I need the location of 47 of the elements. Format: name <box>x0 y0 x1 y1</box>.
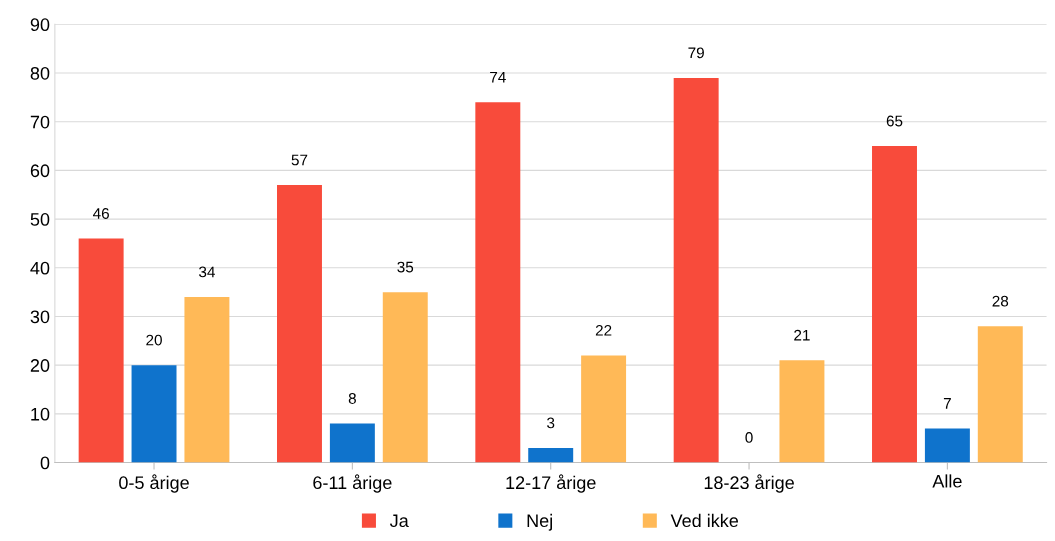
bar <box>673 77 719 463</box>
y-tick-label: 90 <box>30 18 50 32</box>
x-tick-label: 6-11 årige <box>313 474 392 493</box>
data-label: 28 <box>992 295 1009 307</box>
y-tick-label: 20 <box>30 359 50 372</box>
y-tick-label: 30 <box>30 310 50 324</box>
bar <box>528 447 574 463</box>
bar <box>78 238 124 463</box>
legend-label: Ved ikke <box>670 513 739 528</box>
bar <box>329 423 375 463</box>
bar <box>872 146 917 463</box>
x-tick-label: Alle <box>932 474 962 488</box>
data-label: 20 <box>146 334 162 346</box>
y-tick-label: 80 <box>30 66 50 80</box>
legend-label: Nej <box>527 513 552 531</box>
legend-label: Ja <box>389 514 409 528</box>
data-label: 8 <box>348 393 356 404</box>
data-label: 22 <box>595 324 612 336</box>
x-tick-label: 0-5 årige <box>119 474 189 493</box>
bar <box>924 428 970 463</box>
y-tick-label: 10 <box>31 407 50 421</box>
data-label: 7 <box>943 398 951 409</box>
data-label: 34 <box>199 266 215 278</box>
bar <box>382 292 428 463</box>
y-tick-label: 40 <box>30 261 50 275</box>
data-label: 65 <box>886 115 903 127</box>
x-tick-label: 18-23 årige <box>704 474 794 493</box>
bar <box>977 326 1023 463</box>
data-label: 0 <box>745 432 753 443</box>
data-label: 35 <box>397 261 414 273</box>
y-tick-label: 0 <box>40 456 50 470</box>
data-label: 46 <box>92 208 109 219</box>
data-label: 3 <box>547 417 555 429</box>
y-tick-label: 60 <box>30 164 50 178</box>
data-label: 74 <box>490 71 506 83</box>
bar <box>184 297 230 463</box>
bar <box>131 365 177 463</box>
data-label: 79 <box>688 47 704 59</box>
y-tick-label: 70 <box>30 115 50 129</box>
bar <box>277 185 322 463</box>
data-label: 21 <box>794 329 810 341</box>
bar <box>475 102 521 463</box>
data-label: 57 <box>291 154 308 166</box>
bar <box>581 355 627 463</box>
bar <box>779 360 825 463</box>
y-tick-label: 50 <box>30 213 50 226</box>
x-tick-label: 12-17 årige <box>506 474 596 493</box>
